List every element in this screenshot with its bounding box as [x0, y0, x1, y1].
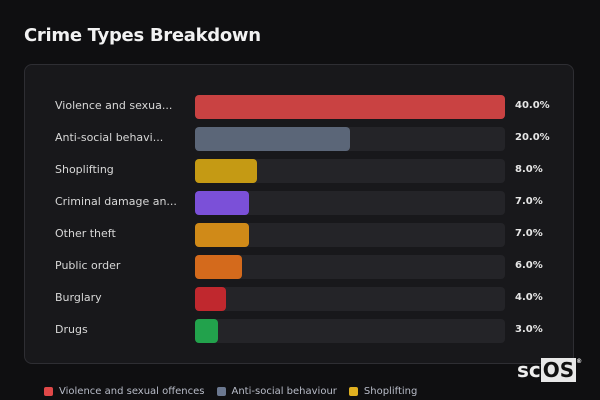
value-label: 7.0% [515, 196, 543, 207]
bar-row: Drugs 3.0% [25, 319, 575, 343]
bar[interactable] [195, 127, 350, 151]
bar-label: Anti-social behavi... [55, 131, 164, 144]
bar-row: Shoplifting 8.0% [25, 159, 575, 183]
bar[interactable] [195, 319, 219, 343]
bar[interactable] [195, 223, 250, 247]
value-label: 20.0% [515, 132, 550, 143]
bar[interactable] [195, 95, 505, 119]
value-label: 40.0% [515, 100, 550, 111]
bar[interactable] [195, 255, 242, 279]
legend-item[interactable]: Shoplifting [348, 386, 418, 397]
page-title: Crime Types Breakdown [24, 25, 261, 46]
legend-swatch [44, 387, 53, 396]
bar-row: Other theft 7.0% [25, 223, 575, 247]
legend: Violence and sexual offences Anti-social … [44, 386, 417, 397]
legend-label: Shoplifting [363, 386, 418, 397]
bar-row: Anti-social behavi... 20.0% [25, 127, 575, 151]
legend-item[interactable]: Anti-social behaviour [216, 386, 337, 397]
bar-track [195, 159, 505, 183]
bar-row: Public order 6.0% [25, 255, 575, 279]
logo: sc OS ® [517, 358, 582, 382]
bar-track [195, 95, 505, 119]
bar-track [195, 287, 505, 311]
legend-swatch [216, 387, 226, 396]
bar[interactable] [195, 287, 226, 311]
value-label: 7.0% [515, 228, 543, 239]
legend-label: Anti-social behaviour [231, 386, 337, 397]
bar-track [195, 191, 505, 215]
logo-text: sc [517, 358, 541, 382]
bar[interactable] [195, 159, 257, 183]
bar-track [195, 223, 505, 247]
logo-text-os: OS [540, 358, 577, 382]
bar-label: Drugs [55, 323, 88, 336]
value-label: 6.0% [515, 260, 543, 271]
value-label: 4.0% [515, 292, 543, 303]
bar-label: Other theft [55, 227, 116, 240]
value-label: 8.0% [515, 164, 543, 175]
bar-track [195, 127, 505, 151]
legend-swatch [348, 387, 358, 396]
bar-label: Violence and sexua... [55, 99, 173, 112]
chart-card: Violence and sexua... 40.0% Anti-social b… [24, 64, 574, 364]
bar-row: Burglary 4.0% [25, 287, 575, 311]
bar-row: Criminal damage an... 7.0% [25, 191, 575, 215]
legend-label: Violence and sexual offences [59, 386, 205, 397]
bar-track [195, 255, 505, 279]
bar[interactable] [195, 191, 250, 215]
bar-label: Shoplifting [55, 163, 114, 176]
bar-label: Criminal damage an... [55, 195, 177, 208]
value-label: 3.0% [515, 324, 543, 335]
legend-item[interactable]: Violence and sexual offences [44, 386, 205, 397]
bar-label: Burglary [55, 291, 102, 304]
bar-label: Public order [55, 259, 121, 272]
bar-track [195, 319, 505, 343]
bar-row: Violence and sexua... 40.0% [25, 95, 575, 119]
logo-mark: ® [576, 358, 583, 365]
